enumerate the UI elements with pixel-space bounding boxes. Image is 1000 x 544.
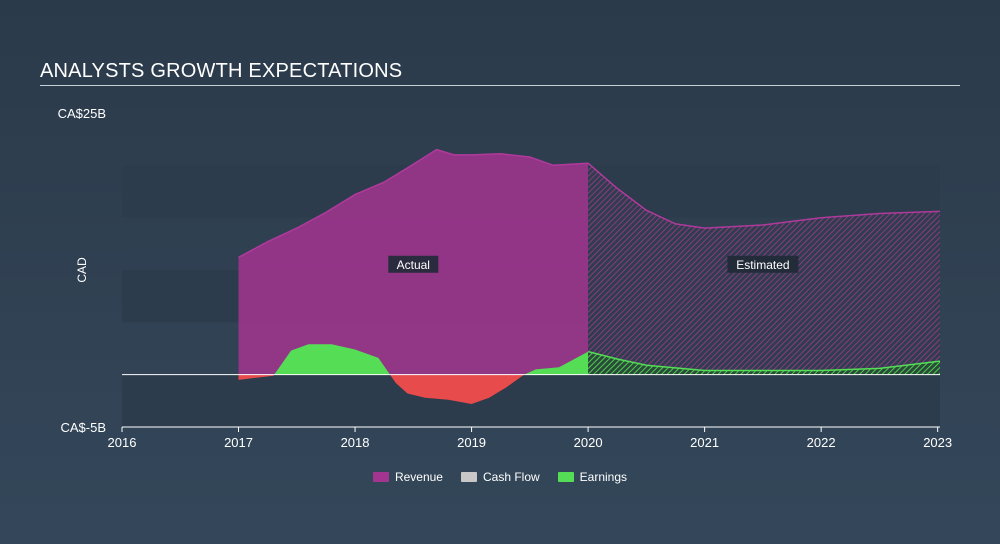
x-tick-label: 2022 <box>807 435 836 450</box>
revenue-actual-line <box>238 148 589 259</box>
x-tick-label: 2020 <box>574 435 603 450</box>
y-tick-label-top: CA$25B <box>58 106 106 121</box>
earnings-swatch <box>557 472 574 482</box>
x-tick-label: 2017 <box>224 435 253 450</box>
axes: 2016 2017 2018 2019 2020 2021 2022 2023 <box>108 374 952 450</box>
legend-item-revenue[interactable]: Revenue <box>372 470 443 484</box>
x-tick-label: 2016 <box>108 435 137 450</box>
x-tick-label: 2018 <box>341 435 370 450</box>
legend-item-earnings[interactable]: Earnings <box>557 470 628 484</box>
legend-label-revenue: Revenue <box>394 470 443 484</box>
earnings-actual-negative-area <box>238 374 589 404</box>
revenue-swatch <box>372 472 389 482</box>
actual-label-text: Actual <box>397 258 430 272</box>
estimated-label: Estimated <box>727 255 799 273</box>
earnings-estimated-area <box>588 351 940 375</box>
x-tick-label: 2019 <box>457 435 486 450</box>
y-axis-label: CAD <box>75 257 89 283</box>
legend-label-cash-flow: Cash Flow <box>482 470 540 484</box>
x-tick-label: 2021 <box>690 435 719 450</box>
estimated-label-text: Estimated <box>736 258 789 272</box>
y-tick-label-bottom: CA$-5B <box>60 420 106 435</box>
cash-flow-swatch <box>460 472 477 482</box>
chart-labels: CA$25B CA$-5B CAD Actual Estimated <box>58 106 799 435</box>
earnings-actual-positive-area <box>274 344 589 375</box>
legend-label-earnings: Earnings <box>579 470 628 484</box>
estimated-label-bg <box>727 255 799 273</box>
chart-title: ANALYSTS GROWTH EXPECTATIONS <box>40 60 403 82</box>
x-tick-label: 2023 <box>923 435 952 450</box>
earnings-estimated-line <box>587 350 941 372</box>
grid-band <box>122 374 940 427</box>
legend-item-cash-flow[interactable]: Cash Flow <box>460 470 540 484</box>
title-divider <box>40 85 960 86</box>
actual-label-bg <box>388 255 439 273</box>
actual-label: Actual <box>388 255 439 273</box>
legend: Revenue Cash Flow Earnings <box>0 470 1000 484</box>
revenue-estimated-line <box>587 162 941 229</box>
